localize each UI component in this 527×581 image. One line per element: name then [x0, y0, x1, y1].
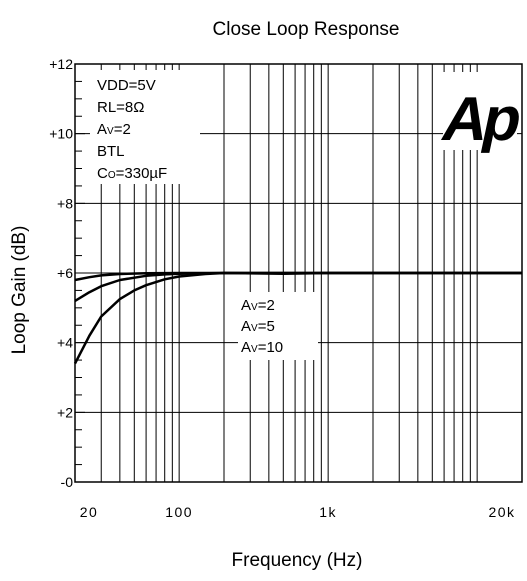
- condition-av: AV=2: [97, 121, 131, 138]
- ap-logo: Ap: [436, 85, 526, 154]
- x-axis-label: Frequency (Hz): [232, 550, 363, 571]
- chart-title: Close Loop Response: [213, 19, 400, 40]
- y-tick-label: +10: [49, 126, 73, 142]
- y-tick-label: +2: [57, 404, 73, 420]
- series-line-3: [73, 271, 522, 365]
- conditions-box: [90, 70, 200, 184]
- condition-rl: RL=8Ω: [97, 99, 145, 116]
- y-tick-label: +12: [49, 56, 73, 72]
- condition-co: CO=330µF: [97, 165, 167, 182]
- series-label-av2: AV=2: [241, 297, 275, 314]
- series-label-av5: AV=5: [241, 318, 275, 335]
- x-ticks: 20 100 1k 20k: [80, 504, 515, 520]
- series-label-av10: AV=10: [241, 339, 283, 356]
- x-tick-label: 20: [80, 504, 99, 520]
- condition-vdd: VDD=5V: [97, 77, 156, 94]
- condition-btl: BTL: [97, 143, 125, 160]
- y-tick-label: +4: [57, 335, 73, 351]
- x-tick-label: 100: [165, 504, 193, 520]
- y-tick-label: -0: [61, 474, 74, 490]
- x-tick-label: 20k: [488, 504, 515, 520]
- y-axis-label: Loop Gain (dB): [9, 226, 30, 355]
- series-label-box: [238, 292, 318, 360]
- y-tick-label: +8: [57, 195, 73, 211]
- y-tick-label: +6: [57, 265, 73, 281]
- curves: [73, 271, 522, 365]
- logo-background: [443, 72, 517, 150]
- y-ticks: -0 +2 +4 +6 +8 +10 +12: [49, 56, 85, 490]
- x-tick-label: 1k: [319, 504, 337, 520]
